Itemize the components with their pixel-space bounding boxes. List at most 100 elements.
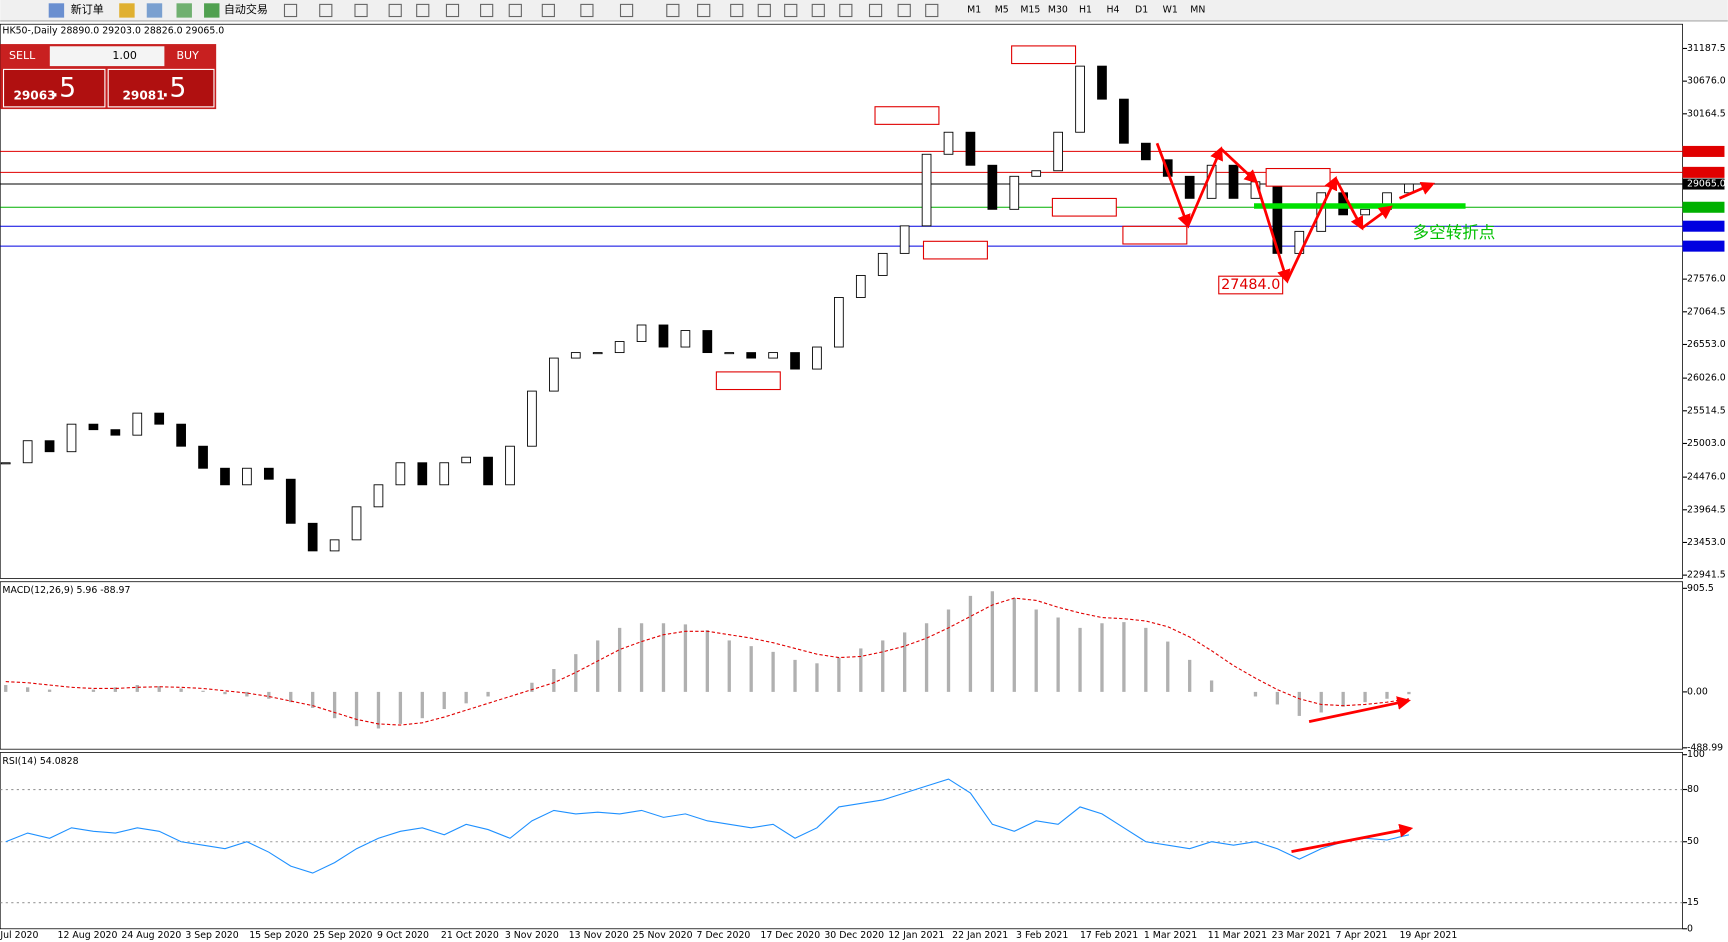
candle — [22, 440, 33, 464]
candle — [855, 274, 866, 298]
rsi-line — [5, 778, 1410, 874]
tool-icon[interactable] — [580, 3, 594, 18]
arrow — [1186, 146, 1223, 227]
annotation-box — [922, 240, 988, 260]
tool-icon[interactable] — [730, 3, 744, 18]
level-tag — [1682, 166, 1725, 178]
timeframe-button[interactable]: H1 — [1079, 4, 1092, 15]
lots-input[interactable]: 1.00 — [112, 49, 136, 62]
tool-icon[interactable] — [839, 3, 853, 18]
arrow — [1220, 147, 1259, 184]
candle — [88, 423, 99, 431]
x-tick-label: 25 Nov 2020 — [633, 930, 693, 941]
candle — [965, 131, 976, 166]
sell-price[interactable]: 29063 — [13, 88, 55, 102]
sell-button[interactable]: SELL — [9, 49, 36, 62]
x-tick-label: 9 Oct 2020 — [377, 930, 429, 941]
candle — [220, 467, 230, 486]
tool-icon[interactable] — [925, 3, 939, 18]
y-tick-label: 0.00 — [1687, 686, 1708, 697]
annotation-box — [874, 106, 940, 125]
y-tick-label: 80 — [1687, 784, 1699, 795]
candle — [1119, 98, 1129, 144]
candle — [439, 462, 450, 486]
tool-icon[interactable] — [811, 3, 825, 18]
buy-price-fraction[interactable]: .5 — [161, 73, 186, 104]
timeframe-button[interactable]: M15 — [1020, 4, 1040, 15]
y-tick-label: 27576.0 — [1687, 274, 1726, 285]
y-tick-label: 50 — [1687, 836, 1699, 847]
trade-panel: SELL BUY 1.00 29063 .5 29081 .5 — [0, 44, 217, 110]
timeframe-button[interactable]: H4 — [1106, 4, 1119, 15]
tool-icon[interactable] — [354, 3, 368, 18]
tool-icon[interactable] — [897, 3, 911, 18]
tool-icon[interactable] — [508, 3, 522, 18]
candle — [66, 423, 77, 453]
sell-price-fraction[interactable]: .5 — [51, 73, 76, 104]
x-tick-label: 7 Apr 2021 — [1336, 930, 1388, 941]
candle — [285, 478, 296, 524]
timeframe-button[interactable]: W1 — [1163, 4, 1178, 15]
timeframe-button[interactable]: D1 — [1135, 4, 1148, 15]
annotation-box — [1011, 45, 1077, 65]
x-tick-label: 15 Sep 2020 — [249, 930, 308, 941]
candle — [899, 225, 910, 254]
x-tick-label: 17 Feb 2021 — [1080, 930, 1138, 941]
timeframe-button[interactable]: MN — [1190, 4, 1205, 15]
timeframe-button[interactable]: M1 — [967, 4, 981, 15]
pane-title: RSI(14) 54.0828 — [2, 756, 78, 767]
new-order[interactable]: 新订单 — [71, 2, 104, 16]
candle — [658, 324, 669, 348]
signal-line — [5, 597, 1410, 726]
tool-icon[interactable] — [619, 3, 634, 18]
pane-title: HK50-,Daily 28890.0 29203.0 28826.0 2906… — [2, 25, 224, 36]
tool-icon[interactable] — [319, 3, 333, 18]
new-order-icon[interactable] — [48, 3, 65, 18]
buy-price[interactable]: 29081 — [123, 88, 165, 102]
tool-icon[interactable] — [480, 3, 494, 18]
tool-icon[interactable] — [697, 3, 711, 18]
tool-icon[interactable] — [416, 3, 430, 18]
annotation-box — [1051, 197, 1117, 217]
timeframe-button[interactable]: M5 — [995, 4, 1009, 15]
candle — [461, 456, 472, 464]
candle — [1075, 65, 1085, 133]
level-label: 29065.0 — [1687, 179, 1726, 190]
candle — [570, 352, 581, 359]
tool-icon[interactable] — [757, 3, 771, 18]
auto-trading[interactable]: 自动交易 — [224, 2, 268, 16]
tool-icon[interactable] — [388, 3, 402, 18]
tool-icon[interactable] — [868, 3, 883, 18]
level-tag — [1682, 145, 1725, 157]
tool-icon[interactable] — [283, 3, 298, 18]
x-tick-label: 11 Mar 2021 — [1208, 930, 1267, 941]
candle — [1184, 175, 1195, 199]
y-tick-label: 26026.0 — [1687, 373, 1726, 384]
arrow — [1334, 177, 1364, 231]
x-tick-label: 3 Feb 2021 — [1016, 930, 1068, 941]
y-tick-label: 24476.0 — [1687, 472, 1726, 483]
y-tick-label: 0 — [1687, 923, 1693, 934]
candle — [483, 456, 493, 486]
arrow — [1254, 181, 1291, 284]
candle — [834, 297, 844, 348]
y-tick-label: 25514.5 — [1687, 405, 1726, 416]
candle — [549, 357, 559, 392]
candle — [0, 462, 11, 465]
buy-button[interactable]: BUY — [177, 49, 200, 62]
annotation-box — [1122, 225, 1188, 245]
candle — [417, 462, 428, 486]
tool-icon[interactable] — [445, 3, 460, 18]
y-tick-label: 27064.5 — [1687, 306, 1726, 317]
candle — [790, 352, 800, 370]
tool-icon[interactable] — [784, 3, 798, 18]
timeframe-button[interactable]: M30 — [1048, 4, 1068, 15]
candle — [132, 412, 143, 436]
tool-icon[interactable] — [666, 3, 680, 18]
arrow — [1398, 182, 1436, 200]
arrow — [1361, 205, 1393, 230]
y-tick-label: 905.5 — [1687, 583, 1714, 594]
tool-icon[interactable] — [541, 3, 555, 18]
candle — [680, 330, 691, 348]
